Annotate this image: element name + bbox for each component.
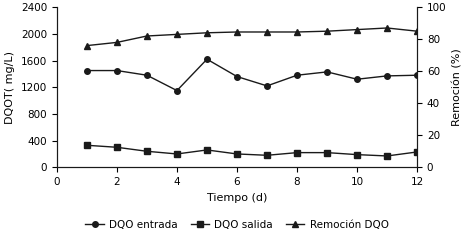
Remoción DQO	[294, 31, 300, 33]
Remoción DQO	[84, 44, 90, 47]
Legend: DQO entrada, DQO salida, Remoción DQO: DQO entrada, DQO salida, Remoción DQO	[81, 215, 393, 234]
DQO entrada	[114, 69, 120, 72]
DQO entrada	[354, 78, 360, 81]
Line: Remoción DQO: Remoción DQO	[84, 25, 420, 48]
DQO entrada	[84, 69, 90, 72]
Y-axis label: DQOT( mg/L): DQOT( mg/L)	[5, 51, 15, 124]
Remoción DQO	[174, 33, 180, 36]
DQO entrada	[174, 89, 180, 92]
Remoción DQO	[384, 27, 390, 29]
X-axis label: Tiempo (d): Tiempo (d)	[207, 193, 267, 203]
DQO salida	[144, 150, 150, 153]
DQO entrada	[384, 75, 390, 77]
Remoción DQO	[354, 28, 360, 31]
DQO salida	[114, 146, 120, 149]
DQO entrada	[414, 74, 420, 77]
Remoción DQO	[234, 31, 240, 33]
DQO salida	[84, 144, 90, 147]
Remoción DQO	[324, 30, 330, 33]
DQO salida	[414, 151, 420, 153]
DQO entrada	[234, 75, 240, 78]
DQO salida	[294, 151, 300, 154]
Remoción DQO	[414, 30, 420, 33]
DQO salida	[324, 151, 330, 154]
DQO salida	[264, 154, 270, 157]
DQO entrada	[204, 58, 210, 61]
DQO salida	[354, 153, 360, 156]
Remoción DQO	[144, 35, 150, 38]
DQO salida	[174, 152, 180, 155]
Remoción DQO	[204, 31, 210, 34]
DQO salida	[234, 152, 240, 155]
DQO entrada	[324, 71, 330, 73]
Remoción DQO	[114, 41, 120, 44]
Line: DQO entrada: DQO entrada	[84, 56, 420, 93]
DQO entrada	[144, 74, 150, 77]
Line: DQO salida: DQO salida	[84, 142, 420, 159]
Y-axis label: Remoción (%): Remoción (%)	[452, 48, 462, 126]
DQO entrada	[264, 84, 270, 87]
DQO salida	[384, 155, 390, 158]
DQO entrada	[294, 74, 300, 77]
Remoción DQO	[264, 31, 270, 33]
DQO salida	[204, 148, 210, 151]
